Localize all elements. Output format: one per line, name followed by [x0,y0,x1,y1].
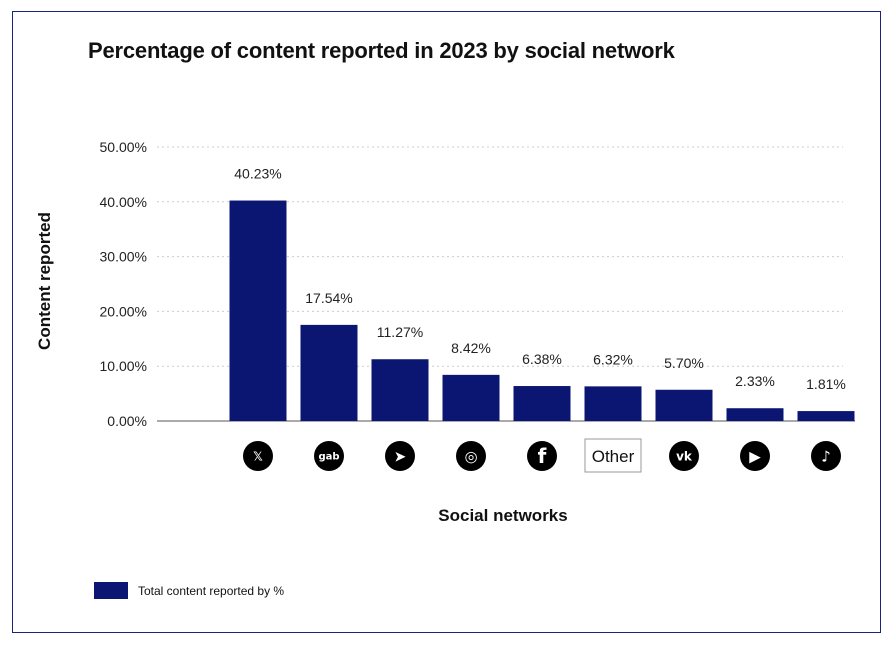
gab-icon-glyph: gab [318,452,339,463]
bar [229,200,287,421]
data-label: 8.42% [451,340,491,356]
y-tick-label: 20.00% [100,303,147,319]
y-tick-label: 50.00% [100,139,147,155]
instagram-icon-glyph: ◎ [464,447,477,465]
x-axis-label: Social networks [438,506,567,525]
bar [584,386,642,421]
data-label: 5.70% [664,355,704,371]
data-label: 1.81% [806,376,846,392]
data-label: 2.33% [735,373,775,389]
chart-frame [12,11,881,633]
telegram-icon-glyph: ➤ [394,447,407,465]
y-tick-label: 30.00% [100,249,147,265]
data-label: 40.23% [234,166,281,182]
tiktok-icon-glyph: ♪ [821,447,831,465]
data-label: 6.38% [522,351,562,367]
data-label: 6.32% [593,351,633,367]
bar [655,389,713,421]
bar [726,408,784,421]
data-label: 17.54% [305,290,352,306]
bar [442,374,500,421]
x-icon [243,441,273,471]
other-label-box [584,438,642,473]
bar [797,411,855,421]
y-tick-label: 0.00% [107,413,147,429]
gab-icon [314,441,344,471]
legend-swatch [94,582,128,599]
youtube-icon [740,441,770,471]
youtube-icon-glyph: ▶ [749,447,761,465]
legend: Total content reported by % [94,582,284,599]
data-label: 11.27% [377,324,423,340]
legend-label: Total content reported by % [138,583,285,598]
x-tick-label: Other [592,447,635,466]
x-icon-glyph: 𝕏 [253,449,263,463]
bar [513,386,571,421]
bar [371,359,429,421]
tiktok-icon [811,441,841,471]
vk-icon [669,441,699,471]
chart-title: Percentage of content reported in 2023 b… [88,38,675,63]
facebook-icon [527,441,557,471]
y-axis-label: Content reported [35,212,54,350]
telegram-icon [385,441,415,471]
y-tick-label: 40.00% [100,194,147,210]
bar [300,324,358,421]
y-tick-label: 10.00% [100,358,147,374]
instagram-icon [456,441,486,471]
facebook-icon-glyph: f [538,444,547,468]
vk-icon-glyph: vk [676,449,693,463]
